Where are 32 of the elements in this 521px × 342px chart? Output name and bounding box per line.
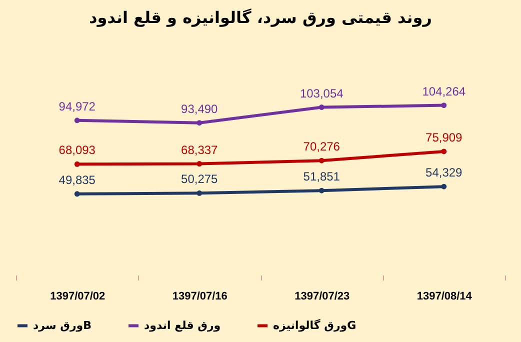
data-label: 50,275 bbox=[181, 172, 218, 186]
data-label: 75,909 bbox=[426, 130, 463, 144]
point bbox=[318, 104, 324, 110]
legend-label: ورق قلع اندود bbox=[144, 318, 221, 332]
data-label: 104,264 bbox=[422, 84, 466, 98]
point bbox=[318, 188, 324, 194]
point bbox=[74, 191, 80, 197]
data-label: 54,329 bbox=[426, 166, 463, 180]
point bbox=[441, 184, 447, 190]
x-tick-label: 1397/07/23 bbox=[294, 290, 350, 302]
data-label: 68,093 bbox=[58, 143, 96, 158]
point bbox=[318, 158, 324, 164]
data-label: 68,337 bbox=[181, 142, 218, 157]
data-label: 103,054 bbox=[300, 86, 344, 100]
point bbox=[196, 161, 202, 167]
x-tick-label: 1397/08/14 bbox=[416, 290, 473, 302]
data-label: 49,835 bbox=[58, 172, 96, 187]
data-label: 94,972 bbox=[58, 99, 96, 114]
chart-title: روند قیمتی ورق سرد، گالوانیزه و قلع اندود bbox=[89, 8, 432, 27]
legend-label: ورق سردB bbox=[33, 318, 92, 332]
point bbox=[441, 102, 447, 108]
point bbox=[74, 118, 80, 124]
point bbox=[196, 190, 202, 196]
point bbox=[196, 120, 202, 126]
data-label: 93,490 bbox=[181, 102, 218, 116]
point bbox=[74, 161, 80, 167]
x-tick-label: 1397/07/16 bbox=[172, 290, 228, 302]
legend-label: ورق گالوانیزهG bbox=[273, 318, 356, 332]
point bbox=[441, 148, 447, 154]
data-label: 70,276 bbox=[303, 140, 340, 154]
data-label: 51,851 bbox=[303, 170, 340, 184]
x-tick-label: 1397/07/02 bbox=[50, 290, 106, 302]
